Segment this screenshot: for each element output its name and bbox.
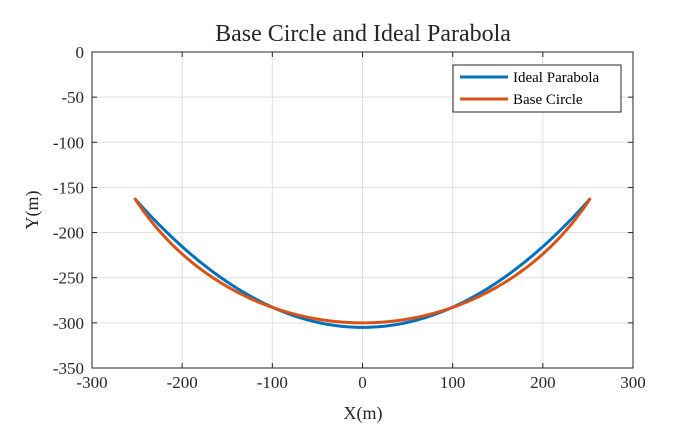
legend-label-base-circle: Base Circle [513, 92, 583, 108]
legend-box [452, 64, 622, 113]
series-line-base-circle [133, 197, 592, 325]
y-axis-label: Y(m) [22, 191, 43, 230]
x-tick-label: 100 [440, 373, 466, 392]
legend-label-ideal-parabola: Ideal Parabola [513, 70, 600, 86]
x-tick-label: -100 [257, 373, 288, 392]
y-tick-label: -100 [53, 133, 84, 152]
y-tick-label: -200 [53, 224, 84, 243]
x-tick-label: -200 [167, 373, 198, 392]
y-tick-label: 0 [76, 43, 85, 62]
plot-area [133, 197, 592, 329]
y-tick-label: -250 [53, 269, 84, 288]
x-tick-label: -300 [76, 373, 107, 392]
chart-title: Base Circle and Ideal Parabola [215, 21, 511, 47]
axis-ticks: -300 -200 -100 0 100 200 300 0 -50 -100 -150 -200 -2… [53, 43, 646, 392]
x-tick-label: 200 [530, 373, 556, 392]
y-tick-label: -300 [53, 314, 84, 333]
legend: Ideal Parabola Base Circle [452, 64, 622, 113]
x-axis-label: X(m) [344, 403, 383, 424]
x-tick-label: 300 [620, 373, 646, 392]
x-tick-label: 0 [358, 373, 367, 392]
y-tick-label: -50 [61, 88, 84, 107]
y-tick-label: -150 [53, 178, 84, 197]
y-tick-label: -350 [53, 359, 84, 378]
series-line-ideal-parabola [133, 197, 592, 329]
